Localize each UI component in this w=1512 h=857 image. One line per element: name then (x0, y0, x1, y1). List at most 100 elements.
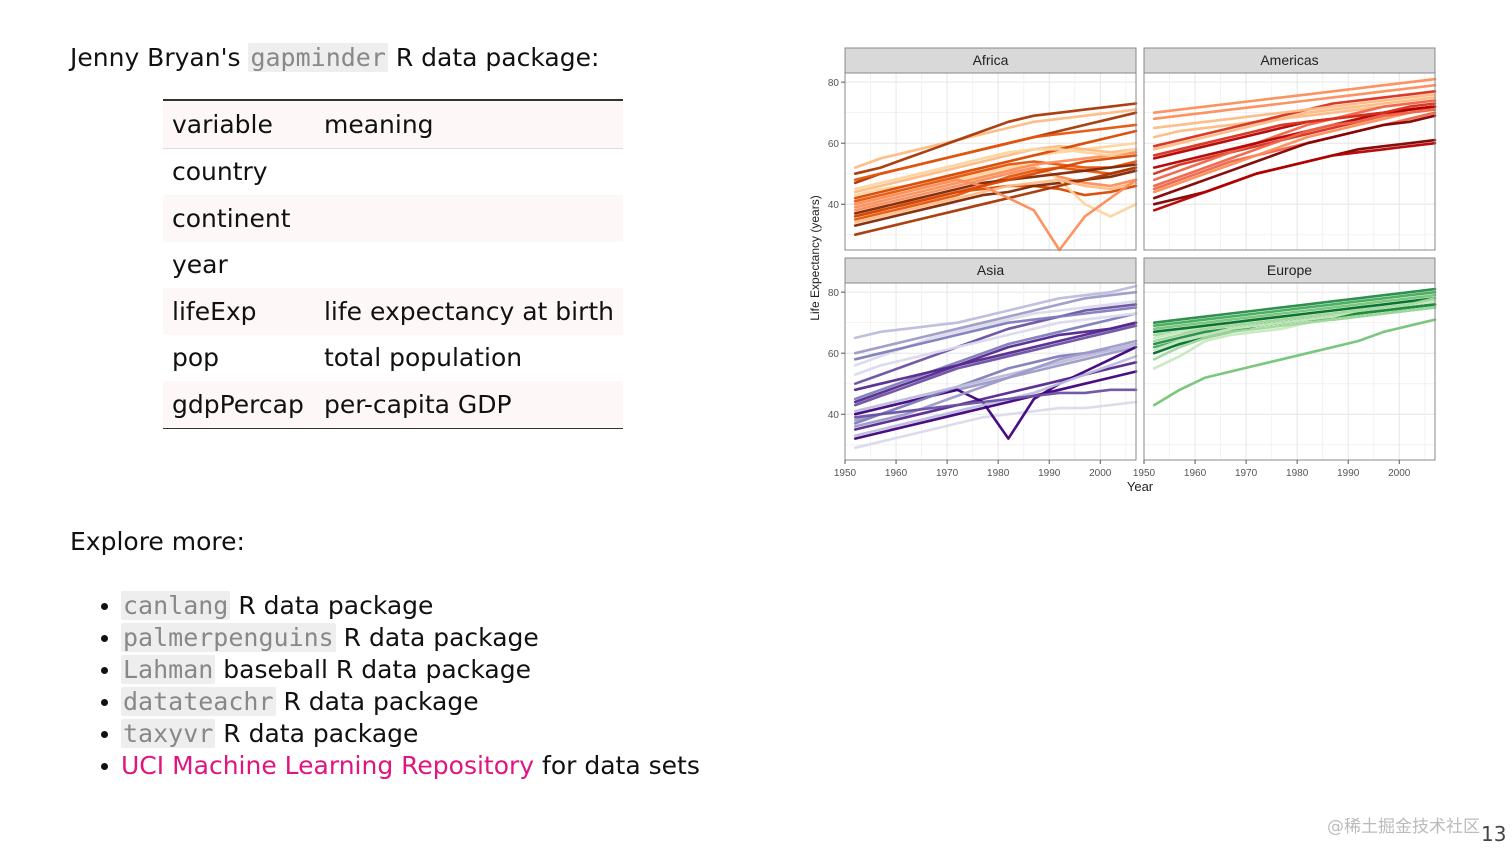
series-line-europe-12 (1152, 296, 1437, 334)
x-tick-label: 1960 (1184, 468, 1207, 479)
series-line-europe-9 (1152, 318, 1437, 407)
table-row: country (163, 148, 623, 195)
series-line-europe-8 (1152, 306, 1437, 361)
series-line-asia-13 (853, 321, 1138, 392)
series-line-africa-4 (853, 160, 1138, 203)
series-line-americas-15 (1152, 108, 1437, 188)
list-item: taxyvr R data package (101, 718, 700, 750)
x-axis-title: Year (1127, 479, 1154, 494)
watermark: @稀土掘金技术社区 (1327, 817, 1480, 837)
series-line-africa-2 (853, 108, 1138, 169)
series-line-asia-1 (853, 400, 1138, 450)
facet-strip-label: Africa (973, 52, 1009, 68)
series-line-americas-16 (1152, 102, 1437, 157)
y-tick-label: 60 (828, 139, 840, 150)
series-line-asia-18 (853, 306, 1138, 361)
x-tick-label: 1980 (987, 468, 1010, 479)
facet-strip (844, 257, 1137, 284)
variables-table: variable meaning country continent year … (163, 99, 623, 429)
series-line-asia-20 (853, 321, 1138, 404)
series-line-americas-7 (1152, 96, 1437, 151)
table-cell-variable: year (172, 250, 228, 280)
x-tick-label: 1990 (1337, 468, 1360, 479)
uci-desc: for data sets (542, 751, 700, 780)
series-line-africa-19 (853, 154, 1138, 218)
series-line-asia-10 (853, 290, 1138, 355)
y-tick-label: 40 (828, 200, 840, 211)
series-line-africa-10 (853, 151, 1138, 209)
table-cell-meaning: life expectancy at birth (314, 288, 623, 335)
facet-strip-label: Europe (1267, 262, 1312, 278)
series-line-americas-17 (1152, 141, 1437, 212)
x-tick-label: 2000 (1089, 468, 1112, 479)
package-desc: baseball R data package (223, 655, 532, 684)
y-tick-label: 80 (828, 288, 840, 299)
table-row: lifeExp life expectancy at birth (163, 288, 623, 335)
series-line-americas-10 (1152, 89, 1437, 148)
series-line-americas-2 (1152, 83, 1437, 121)
package-desc: R data package (223, 719, 419, 748)
x-tick-label: 1950 (1133, 468, 1156, 479)
x-tick-label: 1970 (1235, 468, 1258, 479)
list-item: palmerpenguins R data package (101, 622, 700, 654)
list-item: UCI Machine Learning Repository for data… (101, 750, 700, 782)
table-cell-variable: lifeExp (163, 288, 315, 335)
package-code-canlang: canlang (121, 591, 231, 620)
slide-heading: Jenny Bryan's gapminder R data package: (70, 40, 599, 76)
series-line-asia-4 (853, 312, 1138, 401)
series-line-europe-14 (1152, 296, 1437, 343)
table-row: pop total population (163, 335, 623, 382)
page-number: 13 (1481, 822, 1507, 846)
table-cell-meaning: per-capita GDP (314, 381, 623, 428)
explore-title: Explore more: (70, 527, 245, 556)
package-list: canlang R data package palmerpenguins R … (101, 590, 700, 782)
package-code-datateachr: datateachr (121, 687, 276, 716)
series-line-americas-12 (1152, 114, 1437, 200)
y-tick-label: 60 (828, 349, 840, 360)
table-row: continent (163, 195, 623, 242)
x-tick-label: 2000 (1388, 468, 1411, 479)
x-tick-label: 1990 (1038, 468, 1061, 479)
series-line-africa-16 (853, 178, 1138, 224)
x-tick-label: 1950 (834, 468, 857, 479)
facet-strip-label: Asia (977, 262, 1004, 278)
uci-repository-link[interactable]: UCI Machine Learning Repository (121, 751, 535, 780)
series-line-americas-9 (1152, 99, 1437, 182)
series-line-europe-5 (1152, 287, 1437, 325)
y-tick-label: 80 (828, 78, 840, 89)
series-line-asia-14 (853, 370, 1138, 440)
package-code-taxyvr: taxyvr (121, 719, 216, 748)
series-line-africa-20 (853, 102, 1138, 175)
table-cell-meaning (315, 148, 623, 195)
series-line-asia-7 (853, 345, 1138, 440)
facet-strip (844, 47, 1137, 74)
series-line-africa-14 (853, 163, 1138, 215)
package-desc: R data package (238, 591, 434, 620)
series-line-africa-12 (853, 129, 1138, 200)
life-expectancy-chart: Africa 40 60 80 Americas Asia 40 60 80 1950 1960 19… (808, 47, 1437, 494)
table-cell-variable: continent (163, 195, 315, 242)
series-line-africa-15 (853, 148, 1138, 191)
table-cell-meaning (314, 195, 623, 242)
series-line-americas-13 (1152, 93, 1437, 130)
series-line-africa-13 (853, 166, 1138, 236)
series-line-asia-16 (853, 342, 1138, 413)
facet-strip (1143, 47, 1436, 74)
list-item: Lahman baseball R data package (101, 654, 700, 686)
package-code-lahman: Lahman (121, 655, 216, 684)
series-line-americas-8 (1152, 105, 1437, 194)
series-line-americas-14 (1152, 77, 1437, 114)
table-row: year (163, 242, 623, 289)
list-item: canlang R data package (101, 590, 700, 622)
table-header-meaning: meaning (314, 100, 623, 149)
package-desc: R data package (343, 623, 539, 652)
table-cell-variable: pop (172, 343, 220, 373)
series-line-africa-3 (853, 166, 1138, 212)
x-tick-label: 1960 (885, 468, 908, 479)
heading-code-gapminder: gapminder (248, 43, 388, 72)
table-row: gdpPercap per-capita GDP (163, 381, 623, 428)
package-code-palmerpenguins: palmerpenguins (121, 623, 336, 652)
heading-prefix: Jenny Bryan's (70, 43, 241, 72)
series-line-asia-9 (853, 354, 1138, 437)
y-axis-title: Life Expectancy (years) (808, 195, 822, 320)
